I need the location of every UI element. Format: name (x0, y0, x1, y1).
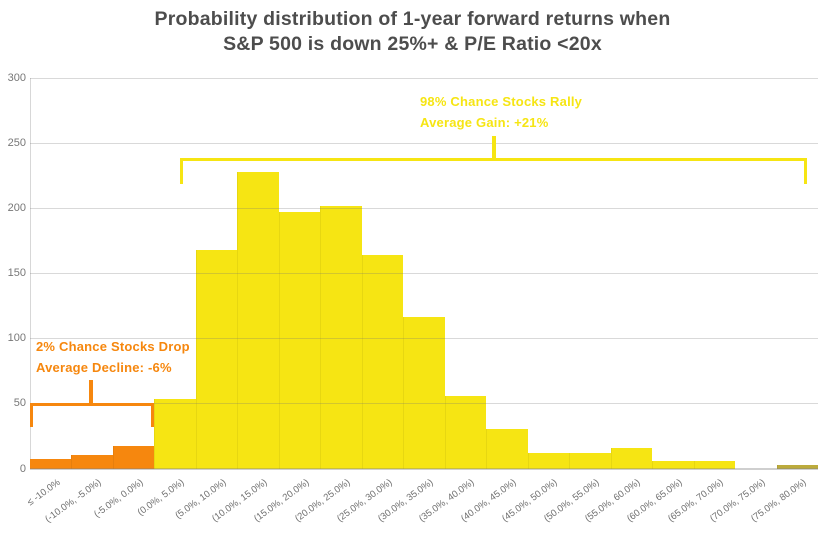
histogram-bar-0 (30, 458, 72, 469)
histogram-bar-12 (527, 453, 570, 469)
annotation-text-yellow: 98% Chance Stocks Rally Average Gain: +21… (420, 91, 582, 133)
histogram-bar-5 (237, 171, 279, 469)
y-axis-tick-label: 150 (7, 267, 26, 279)
histogram-bar-15 (652, 461, 694, 469)
histogram-bar-7 (320, 205, 362, 469)
histogram-bar-4 (195, 250, 238, 469)
annotation-line: Average Decline: -6% (36, 360, 172, 375)
y-axis-tick-label: 100 (7, 332, 26, 345)
histogram-bar-9 (403, 316, 445, 469)
gridline-y-100 (30, 338, 818, 340)
histogram-bar-6 (278, 212, 321, 469)
histogram-bar-13 (569, 453, 611, 469)
annotation-line: 2% Chance Stocks Drop (36, 339, 190, 354)
histogram-bar-8 (361, 255, 404, 469)
chart-title-line1: Probability distribution of 1-year forwa… (154, 8, 671, 30)
gridline-y-200 (30, 207, 818, 209)
annotation-bracket-end-tick (803, 157, 807, 184)
histogram-bar-10 (444, 396, 487, 469)
annotation-line: 98% Chance Stocks Rally (420, 94, 583, 109)
annotation-bracket-line (30, 402, 155, 406)
annotation-bracket-mid-tick (89, 379, 93, 403)
annotation-text-orange: 2% Chance Stocks Drop Average Decline: -6… (36, 336, 190, 378)
chart-title-line2: S&P 500 is down 25%+ & P/E Ratio <20x (223, 33, 602, 55)
histogram-bar-1 (71, 454, 113, 469)
histogram-bar-3 (154, 398, 196, 469)
x-axis-line (30, 468, 818, 470)
histogram-bar-16 (693, 461, 736, 469)
annotation-line: Average Gain: +21% (420, 115, 549, 130)
gridline-y-300 (30, 77, 818, 79)
gridline-y-50 (30, 403, 818, 405)
gridline-y-250 (30, 142, 818, 144)
histogram-bar-18 (776, 465, 818, 469)
histogram-bar-2 (112, 445, 155, 469)
annotation-bracket-mid-tick (492, 135, 496, 158)
y-axis-tick-label: 250 (7, 136, 26, 149)
chart-title: Probability distribution of 1-year forwa… (0, 7, 825, 57)
y-axis-tick-label: 0 (19, 462, 26, 475)
y-axis-tick-label: 200 (7, 201, 26, 214)
histogram-bar-11 (486, 428, 528, 469)
annotation-bracket-end-tick (151, 402, 155, 427)
annotation-bracket-end-tick (30, 402, 33, 427)
annotation-bracket-line (180, 157, 807, 161)
histogram-bar-14 (610, 448, 653, 469)
y-axis-line (30, 78, 31, 469)
gridline-y-150 (30, 273, 818, 274)
annotation-bracket-end-tick (180, 157, 184, 184)
y-axis-tick-label: 300 (7, 71, 26, 84)
y-axis-tick-label: 50 (13, 397, 26, 410)
